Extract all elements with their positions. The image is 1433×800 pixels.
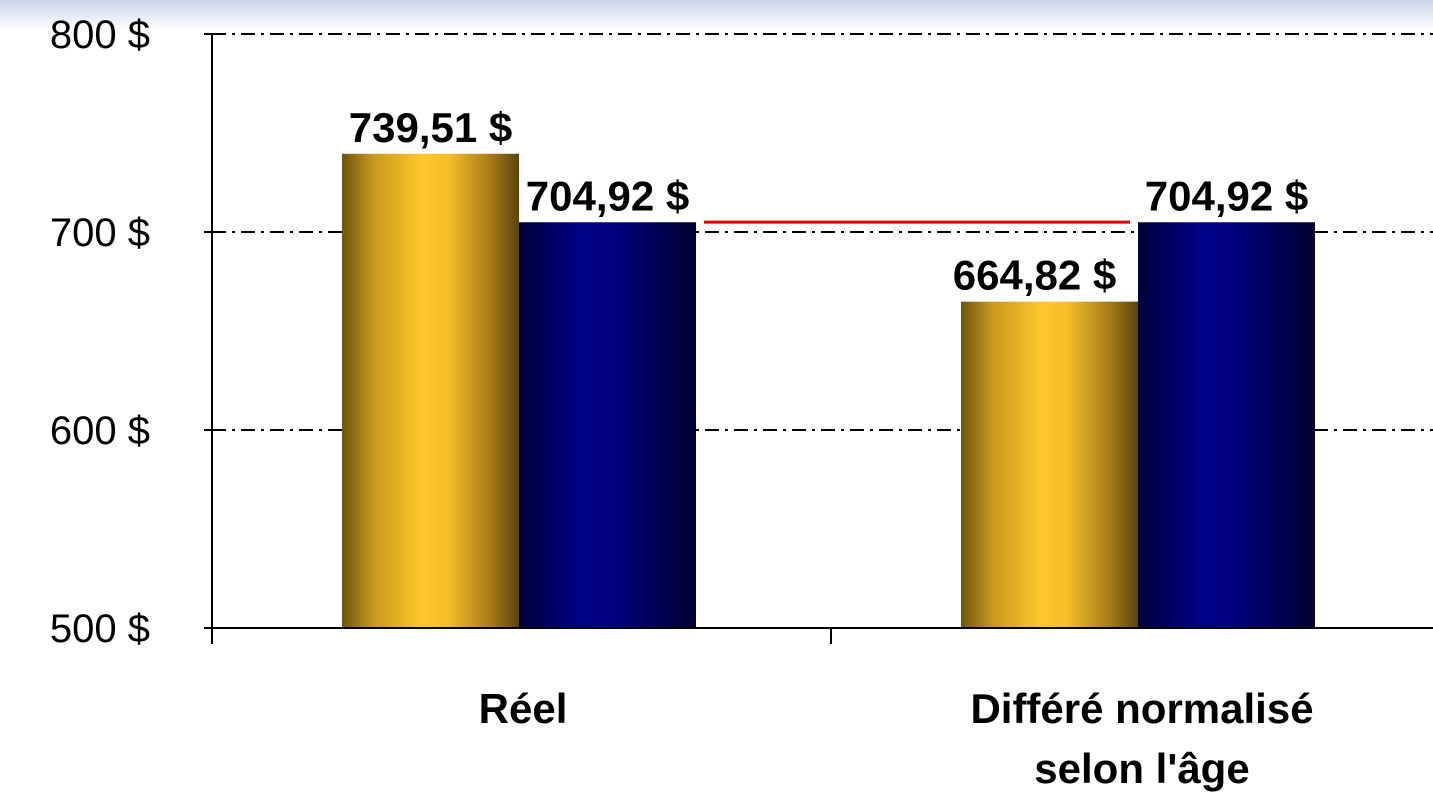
bar-s2-c1 [519, 222, 696, 628]
category-label-2-line-1: Différé normalisé [970, 685, 1313, 732]
bar-s1-c2 [961, 301, 1138, 628]
axes [204, 33, 1433, 644]
category-label-2-line-2: selon l'âge [1034, 745, 1249, 792]
data-label-s1-c2: 664,82 $ [953, 252, 1117, 299]
labels: 500 $ 600 $ 700 $ 800 $ 739,51 $ 664,82 $ 704,… [50, 13, 1314, 792]
bars [342, 153, 1315, 628]
data-label-s1-c1: 739,51 $ [349, 104, 513, 151]
y-tick-label-700: 700 $ [50, 211, 150, 255]
bar-s2-c2 [1138, 222, 1315, 628]
y-tick-label-500: 500 $ [50, 607, 150, 651]
bar-s1-c1 [342, 153, 519, 628]
y-tick-label-600: 600 $ [50, 409, 150, 453]
category-label-1-line-1: Réel [479, 685, 568, 732]
data-label-s2-c2: 704,92 $ [1145, 172, 1309, 219]
top-band [0, 0, 1433, 30]
data-label-s2-c1: 704,92 $ [526, 172, 690, 219]
y-tick-label-800: 800 $ [50, 13, 150, 57]
